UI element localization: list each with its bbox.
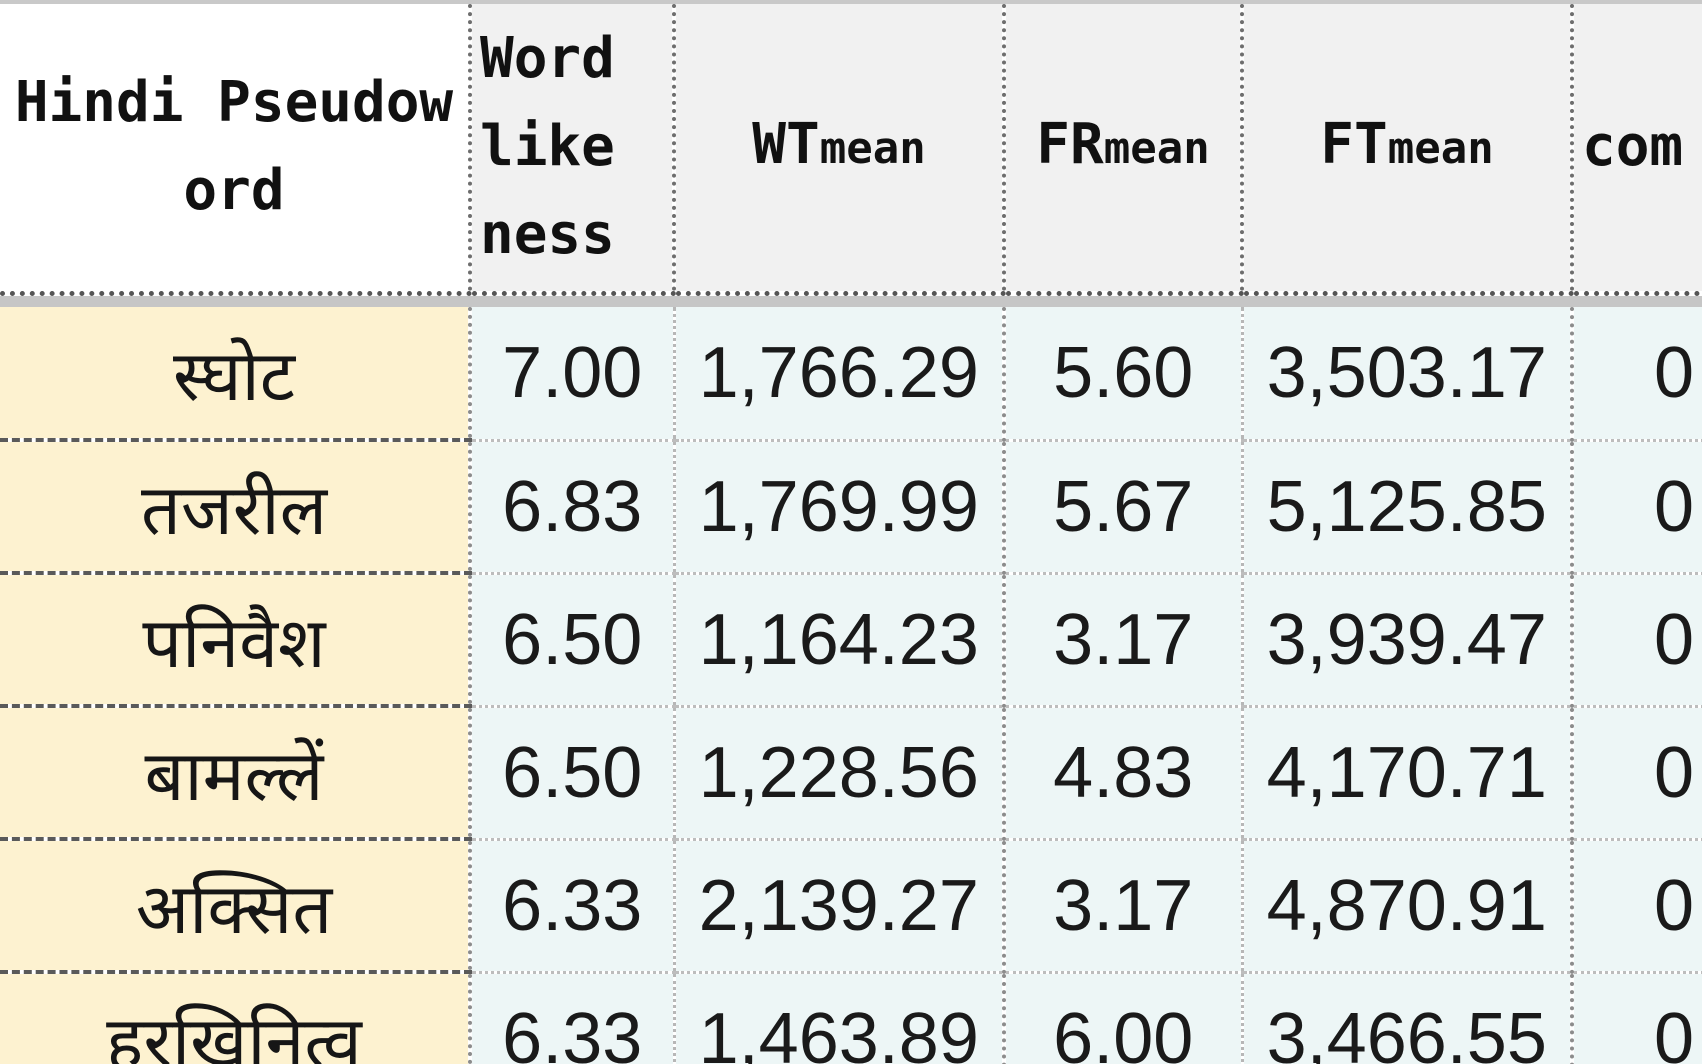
header-label: com bbox=[1582, 114, 1684, 180]
wt-mean-cell[interactable]: 2,139.27 bbox=[672, 839, 1004, 974]
wt-mean-cell[interactable]: 1,769.99 bbox=[672, 440, 1004, 575]
header-label: FR bbox=[1036, 112, 1104, 178]
column-header-wordlikeness[interactable]: Word like ness bbox=[468, 4, 674, 296]
com-cell[interactable]: 0 bbox=[1570, 440, 1702, 575]
table-row: हरखिनित्व 6.33 1,463.89 6.00 3,466.55 0 bbox=[0, 972, 1702, 1064]
wt-mean-cell[interactable]: 1,463.89 bbox=[672, 972, 1004, 1064]
pseudoword-cell[interactable]: बामल्लें bbox=[0, 706, 470, 841]
header-subscript: mean bbox=[819, 123, 926, 175]
table-row: पनिवैश 6.50 1,164.23 3.17 3,939.47 0 bbox=[0, 573, 1702, 708]
table-row: स्घोट 7.00 1,766.29 5.60 3,503.17 0 bbox=[0, 307, 1702, 442]
com-cell[interactable]: 0 bbox=[1570, 706, 1702, 841]
header-row: Hindi Pseudoword Word like ness WTmean F… bbox=[0, 4, 1702, 296]
column-header-wt-mean[interactable]: WTmean bbox=[672, 4, 1004, 296]
pseudoword-cell[interactable]: तजरील bbox=[0, 440, 470, 575]
column-header-hindi-pseudoword[interactable]: Hindi Pseudoword bbox=[0, 4, 470, 296]
wordlikeness-cell[interactable]: 6.50 bbox=[468, 706, 674, 841]
pseudoword-table: Hindi Pseudoword Word like ness WTmean F… bbox=[0, 4, 1702, 1064]
wordlikeness-cell[interactable]: 6.33 bbox=[468, 839, 674, 974]
table-row: तजरील 6.83 1,769.99 5.67 5,125.85 0 bbox=[0, 440, 1702, 575]
wt-mean-cell[interactable]: 1,164.23 bbox=[672, 573, 1004, 708]
pseudoword-cell[interactable]: हरखिनित्व bbox=[0, 972, 470, 1064]
wordlikeness-cell[interactable]: 6.83 bbox=[468, 440, 674, 575]
header-subscript: mean bbox=[1103, 123, 1210, 175]
separator-bar bbox=[0, 293, 1702, 307]
ft-mean-cell[interactable]: 3,939.47 bbox=[1240, 573, 1572, 708]
header-label: Word like ness bbox=[480, 26, 615, 268]
fr-mean-cell[interactable]: 4.83 bbox=[1002, 706, 1242, 841]
wordlikeness-cell[interactable]: 7.00 bbox=[468, 307, 674, 442]
ft-mean-cell[interactable]: 5,125.85 bbox=[1240, 440, 1572, 575]
com-cell[interactable]: 0 bbox=[1570, 972, 1702, 1064]
fr-mean-cell[interactable]: 5.60 bbox=[1002, 307, 1242, 442]
header-subscript: mean bbox=[1387, 123, 1494, 175]
header-label: FT bbox=[1320, 112, 1388, 178]
wordlikeness-cell[interactable]: 6.50 bbox=[468, 573, 674, 708]
column-header-ft-mean[interactable]: FTmean bbox=[1240, 4, 1572, 296]
table-row: बामल्लें 6.50 1,228.56 4.83 4,170.71 0 bbox=[0, 706, 1702, 841]
wordlikeness-cell[interactable]: 6.33 bbox=[468, 972, 674, 1064]
table-row: अक्सित 6.33 2,139.27 3.17 4,870.91 0 bbox=[0, 839, 1702, 974]
header-label: WT bbox=[752, 112, 820, 178]
com-cell[interactable]: 0 bbox=[1570, 307, 1702, 442]
column-header-fr-mean[interactable]: FRmean bbox=[1002, 4, 1242, 296]
wt-mean-cell[interactable]: 1,228.56 bbox=[672, 706, 1004, 841]
pseudoword-cell[interactable]: पनिवैश bbox=[0, 573, 470, 708]
com-cell[interactable]: 0 bbox=[1570, 573, 1702, 708]
ft-mean-cell[interactable]: 4,170.71 bbox=[1240, 706, 1572, 841]
header-label: Hindi Pseudoword bbox=[14, 70, 454, 224]
column-header-com[interactable]: com bbox=[1570, 4, 1702, 296]
ft-mean-cell[interactable]: 3,466.55 bbox=[1240, 972, 1572, 1064]
sheet-top-border bbox=[0, 0, 1702, 4]
fr-mean-cell[interactable]: 3.17 bbox=[1002, 839, 1242, 974]
wt-mean-cell[interactable]: 1,766.29 bbox=[672, 307, 1004, 442]
header-separator bbox=[0, 293, 1702, 307]
fr-mean-cell[interactable]: 6.00 bbox=[1002, 972, 1242, 1064]
ft-mean-cell[interactable]: 4,870.91 bbox=[1240, 839, 1572, 974]
ft-mean-cell[interactable]: 3,503.17 bbox=[1240, 307, 1572, 442]
fr-mean-cell[interactable]: 3.17 bbox=[1002, 573, 1242, 708]
pseudoword-cell[interactable]: स्घोट bbox=[0, 307, 470, 442]
com-cell[interactable]: 0 bbox=[1570, 839, 1702, 974]
pseudoword-cell[interactable]: अक्सित bbox=[0, 839, 470, 974]
fr-mean-cell[interactable]: 5.67 bbox=[1002, 440, 1242, 575]
